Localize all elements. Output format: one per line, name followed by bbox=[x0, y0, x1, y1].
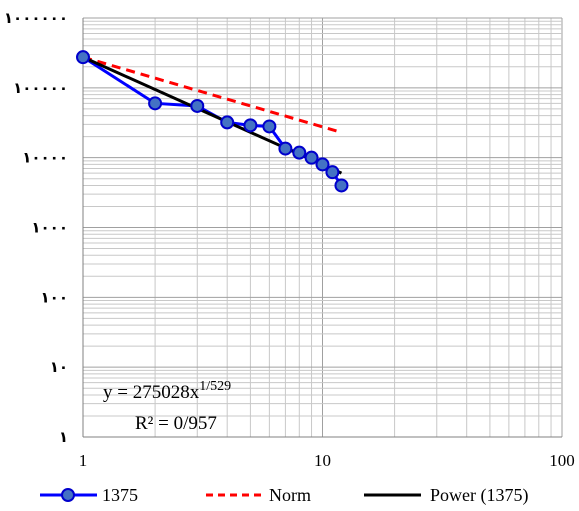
data-point bbox=[315, 157, 330, 172]
trend-equation: y = 275028x1/529 bbox=[103, 379, 231, 403]
data-point bbox=[334, 178, 349, 193]
data-point bbox=[148, 96, 163, 111]
data-point bbox=[292, 145, 307, 160]
data-point bbox=[76, 50, 90, 65]
legend-marker-1375 bbox=[61, 488, 75, 502]
trend-annotation: y = 275028x1/529 R² = 0/957 bbox=[103, 379, 231, 434]
y-tick-label: ١ bbox=[59, 428, 68, 446]
y-tick-label: ١٠٠٠ bbox=[31, 219, 68, 237]
y-tick-labels: ١ ١٠ ١٠٠ ١٠٠٠ ١٠٠٠٠ ١٠٠٠٠٠ ١٠٠٠٠٠٠ bbox=[4, 9, 68, 446]
data-point bbox=[190, 98, 205, 113]
legend-label-1375: 1375 bbox=[102, 485, 138, 505]
x-tick-labels: 1 10 100 bbox=[79, 451, 575, 470]
data-point bbox=[278, 141, 293, 156]
y-tick-label: ١٠٠٠٠٠٠ bbox=[4, 9, 68, 27]
y-tick-label: ١٠٠٠٠ bbox=[22, 149, 68, 167]
data-point bbox=[262, 119, 277, 134]
r-squared-label: R² = 0/957 bbox=[135, 413, 217, 434]
y-tick-label: ١٠ bbox=[50, 358, 68, 376]
chart-grid bbox=[82, 17, 563, 438]
chart-legend: 1375 Norm Power (1375) bbox=[40, 485, 528, 506]
x-tick-label: 1 bbox=[79, 451, 88, 470]
x-tick-label: 10 bbox=[314, 451, 331, 470]
series-layer bbox=[76, 50, 349, 193]
x-tick-label: 100 bbox=[549, 451, 575, 470]
data-point bbox=[220, 115, 235, 130]
legend-label-power: Power (1375) bbox=[430, 485, 528, 506]
data-point bbox=[304, 150, 319, 165]
y-tick-label: ١٠٠ bbox=[41, 288, 68, 306]
data-point bbox=[325, 165, 340, 180]
y-tick-label: ١٠٠٠٠٠ bbox=[13, 79, 68, 97]
legend-label-norm: Norm bbox=[269, 485, 311, 505]
chart-axes bbox=[82, 18, 562, 438]
data-point bbox=[243, 118, 258, 133]
